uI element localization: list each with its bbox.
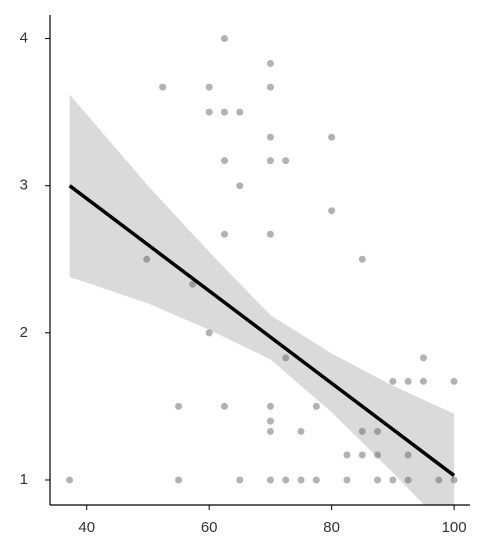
- point: [297, 427, 305, 435]
- point: [175, 476, 183, 484]
- point: [66, 476, 74, 484]
- point: [389, 476, 397, 484]
- point: [220, 108, 228, 116]
- point: [205, 329, 213, 337]
- point: [266, 157, 274, 165]
- point: [358, 427, 366, 435]
- point: [175, 402, 183, 410]
- point: [297, 476, 305, 484]
- point: [220, 35, 228, 43]
- y-tick-label: 3: [20, 177, 28, 194]
- point: [220, 157, 228, 165]
- point: [358, 255, 366, 263]
- point: [220, 402, 228, 410]
- plot-area: [66, 35, 458, 505]
- point: [159, 83, 167, 91]
- point: [282, 476, 290, 484]
- x-tick-label: 100: [442, 519, 467, 536]
- point: [312, 402, 320, 410]
- point: [282, 157, 290, 165]
- y-tick-label: 4: [20, 30, 28, 47]
- point: [236, 108, 244, 116]
- point: [266, 83, 274, 91]
- point: [189, 280, 197, 288]
- point: [282, 354, 290, 362]
- point: [404, 377, 412, 385]
- point: [220, 230, 228, 238]
- point: [404, 476, 412, 484]
- point: [343, 451, 351, 459]
- point: [374, 451, 382, 459]
- point: [435, 476, 443, 484]
- point: [266, 417, 274, 425]
- point: [143, 255, 151, 263]
- point: [328, 133, 336, 141]
- point: [266, 476, 274, 484]
- point: [450, 476, 458, 484]
- point: [343, 476, 351, 484]
- point: [205, 108, 213, 116]
- x-tick-label: 80: [323, 519, 340, 536]
- point: [404, 451, 412, 459]
- point: [266, 133, 274, 141]
- point: [266, 427, 274, 435]
- point: [328, 207, 336, 215]
- point: [205, 83, 213, 91]
- y-tick-label: 1: [20, 471, 28, 488]
- x-tick-label: 40: [78, 519, 95, 536]
- axes: 1 2 3 4 40 60 80 100: [20, 15, 470, 536]
- point: [374, 476, 382, 484]
- point: [266, 402, 274, 410]
- confidence-band: [69, 94, 455, 505]
- point: [266, 230, 274, 238]
- point: [236, 182, 244, 190]
- point: [374, 427, 382, 435]
- x-tick-label: 60: [201, 519, 218, 536]
- point: [266, 60, 274, 68]
- point: [450, 377, 458, 385]
- point: [312, 476, 320, 484]
- point: [419, 354, 427, 362]
- regression-line: [68, 184, 456, 477]
- point: [358, 451, 366, 459]
- point: [419, 377, 427, 385]
- point: [389, 377, 397, 385]
- y-tick-label: 2: [20, 324, 28, 341]
- point: [236, 476, 244, 484]
